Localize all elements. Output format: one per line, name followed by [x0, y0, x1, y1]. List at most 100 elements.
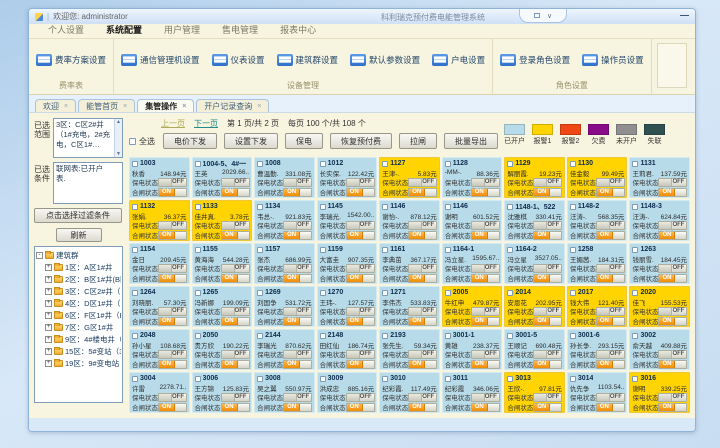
power-protect-toggle[interactable]: OFF — [220, 177, 250, 187]
meter-card[interactable]: 1145 李瑞光. 1542.00.. 保电状态 OFF — [316, 200, 378, 241]
switch-state-toggle[interactable]: ON — [345, 316, 375, 326]
switch-state-toggle[interactable]: ON — [408, 402, 438, 412]
card-checkbox[interactable] — [194, 160, 201, 167]
document-tab[interactable]: 欢迎 × — [35, 99, 77, 112]
expand-icon[interactable]: + — [45, 263, 52, 271]
power-protect-toggle[interactable]: OFF — [220, 220, 250, 230]
switch-state-toggle[interactable]: ON — [158, 187, 187, 197]
power-protect-toggle[interactable]: OFF — [220, 263, 250, 273]
card-checkbox[interactable] — [632, 203, 639, 210]
card-checkbox[interactable] — [382, 289, 389, 296]
switch-state-toggle[interactable]: ON — [595, 230, 625, 240]
power-protect-toggle[interactable]: OFF — [658, 349, 688, 359]
card-checkbox[interactable] — [382, 203, 389, 210]
tab-close-icon[interactable]: × — [257, 102, 262, 110]
action-button[interactable]: 拉闸 — [399, 133, 437, 149]
meter-card[interactable]: 3016 谢明 339.25元 保电状态 OFF — [629, 372, 690, 413]
power-protect-toggle[interactable]: OFF — [595, 306, 625, 316]
meter-card[interactable]: 2020 佳飞 155.53元 保电状态 OFF — [629, 286, 690, 327]
select-all-checkbox[interactable] — [129, 137, 136, 145]
switch-state-toggle[interactable]: ON — [220, 273, 250, 283]
switch-state-toggle[interactable]: ON — [533, 402, 563, 412]
power-protect-toggle[interactable]: OFF — [470, 263, 500, 273]
meter-card[interactable]: 2017 钱大伟 121.40元 保电状态 OFF — [566, 286, 628, 327]
power-protect-toggle[interactable]: OFF — [158, 263, 187, 273]
card-checkbox[interactable] — [319, 332, 326, 339]
card-checkbox[interactable] — [632, 332, 639, 339]
ribbon-button[interactable]: 默认参数设置 — [350, 54, 420, 66]
meter-card[interactable]: 3011 纪彩霞 346.06元 保电状态 OFF — [441, 372, 503, 413]
ribbon-button[interactable]: 操作员设置 — [582, 54, 644, 66]
power-protect-toggle[interactable]: OFF — [345, 306, 375, 316]
meter-card[interactable]: 3001-6 孙长争. 293.15元 保电状态 OFF — [566, 329, 628, 370]
menu-tab[interactable]: 个人设置 — [48, 25, 85, 35]
tree-root[interactable]: - 建筑群 — [36, 249, 121, 261]
card-checkbox[interactable] — [382, 375, 389, 382]
action-button[interactable]: 批量导出 — [444, 133, 498, 149]
card-checkbox[interactable] — [257, 289, 264, 296]
power-protect-toggle[interactable]: OFF — [470, 306, 500, 316]
meter-card[interactable]: 1263 钱丽雪. 184.45元 保电状态 OFF — [629, 243, 690, 284]
switch-state-toggle[interactable]: ON — [533, 230, 563, 240]
card-checkbox[interactable] — [132, 246, 138, 253]
tab-close-icon[interactable]: × — [182, 102, 187, 110]
switch-state-toggle[interactable]: ON — [470, 187, 500, 197]
card-checkbox[interactable] — [194, 246, 201, 253]
card-checkbox[interactable] — [444, 375, 451, 382]
scope-textbox[interactable]: 3区：C区2#井（1#充电，2#充电，C区1#… ▲ ▼ — [53, 118, 123, 158]
meter-card[interactable]: 3006 王方锦 125.83元 保电状态 OFF — [191, 372, 253, 413]
meter-card[interactable]: 1161 李典茁 367.17元 保电状态 OFF — [379, 243, 440, 284]
card-checkbox[interactable] — [132, 375, 138, 382]
tree-node[interactable]: + 3区：C区2#井（1#空… — [36, 285, 121, 297]
card-checkbox[interactable] — [319, 203, 326, 210]
switch-state-toggle[interactable]: ON — [658, 402, 688, 412]
scroll-up-icon[interactable]: ▲ — [116, 119, 121, 125]
ribbon-button[interactable]: 通信管理机设置 — [121, 54, 200, 66]
power-protect-toggle[interactable]: OFF — [283, 263, 313, 273]
expand-icon[interactable]: + — [45, 311, 52, 319]
tree-node[interactable]: + 9区：4#楼电井（4#楼… — [36, 333, 121, 345]
ribbon-button[interactable]: 费率方案设置 — [36, 54, 106, 66]
power-protect-toggle[interactable]: OFF — [158, 177, 187, 187]
meter-card[interactable]: 3001-5 王顺记 690.48元 保电状态 OFF — [504, 329, 565, 370]
meter-card[interactable]: 3004 许雷 2278.71.. 保电状态 OFF — [129, 372, 190, 413]
power-protect-toggle[interactable]: OFF — [533, 263, 563, 273]
card-checkbox[interactable] — [569, 332, 576, 339]
meter-card[interactable]: 1164-1 冯立星. 1595.67.. 保电状态 OFF — [441, 243, 503, 284]
meter-card[interactable]: 1132 张娟. 36.37元 保电状态 OFF — [129, 200, 190, 241]
expand-icon[interactable]: + — [45, 287, 52, 295]
card-checkbox[interactable] — [132, 332, 138, 339]
power-protect-toggle[interactable]: OFF — [220, 392, 250, 402]
power-protect-toggle[interactable]: OFF — [220, 306, 250, 316]
refresh-button[interactable]: 刷新 — [55, 228, 102, 242]
menu-tab[interactable]: 系统配置 — [106, 25, 143, 35]
switch-state-toggle[interactable]: ON — [533, 316, 563, 326]
power-protect-toggle[interactable]: OFF — [345, 263, 375, 273]
card-checkbox[interactable] — [632, 289, 639, 296]
switch-state-toggle[interactable]: ON — [595, 359, 625, 369]
meter-card[interactable]: 1130 佳金毅 99.49元 保电状态 OFF — [566, 157, 628, 198]
card-checkbox[interactable] — [569, 203, 576, 210]
document-tab[interactable]: 能管首页 × — [78, 99, 136, 112]
switch-state-toggle[interactable]: ON — [533, 359, 563, 369]
meter-card[interactable]: 1164-2 冯立星 3527.05.. 保电状态 OFF — [504, 243, 565, 284]
power-protect-toggle[interactable]: OFF — [408, 177, 438, 187]
power-protect-toggle[interactable]: OFF — [595, 220, 625, 230]
switch-state-toggle[interactable]: ON — [220, 316, 250, 326]
action-button[interactable]: 保电 — [285, 133, 323, 149]
ribbon-button[interactable]: 户电设置 — [432, 54, 485, 66]
card-checkbox[interactable] — [632, 160, 639, 167]
power-protect-toggle[interactable]: OFF — [408, 220, 438, 230]
switch-state-toggle[interactable]: ON — [470, 316, 500, 326]
card-checkbox[interactable] — [632, 246, 639, 253]
prev-page-link[interactable]: 上一页 — [161, 119, 185, 128]
collapse-icon[interactable]: - — [36, 251, 43, 259]
scroll-down-icon[interactable]: ▼ — [116, 150, 121, 157]
skin-icon[interactable] — [533, 13, 540, 18]
power-protect-toggle[interactable]: OFF — [658, 306, 688, 316]
meter-card[interactable]: 1133 佳井真. 3.78元 保电状态 OFF — [191, 200, 253, 241]
meter-card[interactable]: 1148-1、522 沈雅棋 330.41元 保电状态 OFF — [504, 200, 565, 241]
switch-state-toggle[interactable]: ON — [220, 230, 250, 240]
power-protect-toggle[interactable]: OFF — [595, 392, 625, 402]
meter-card[interactable]: 2050 贵方欣 190.22元 保电状态 OFF — [191, 329, 253, 370]
